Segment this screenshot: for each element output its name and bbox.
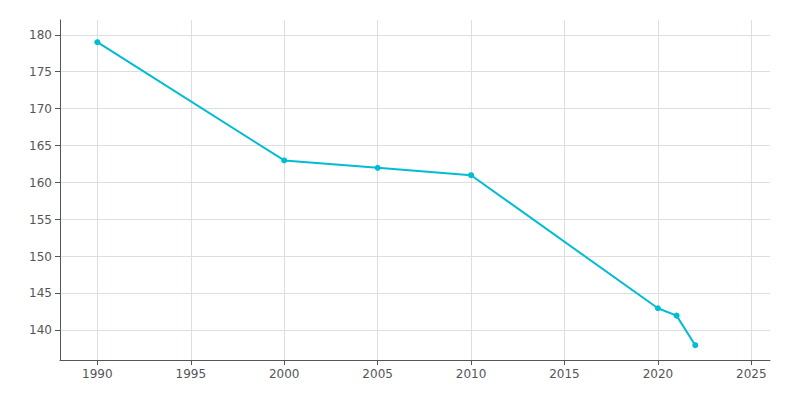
svg-text:2010: 2010: [456, 367, 487, 381]
svg-text:155: 155: [29, 213, 52, 227]
svg-text:1995: 1995: [176, 367, 207, 381]
svg-text:145: 145: [29, 286, 52, 300]
svg-text:160: 160: [29, 176, 52, 190]
svg-text:180: 180: [29, 28, 52, 42]
svg-text:1990: 1990: [82, 367, 113, 381]
svg-text:140: 140: [29, 323, 52, 337]
svg-text:2015: 2015: [549, 367, 580, 381]
svg-text:2000: 2000: [269, 367, 300, 381]
svg-text:2025: 2025: [736, 367, 767, 381]
svg-text:165: 165: [29, 139, 52, 153]
svg-text:2005: 2005: [362, 367, 393, 381]
svg-text:150: 150: [29, 250, 52, 264]
svg-text:2020: 2020: [643, 367, 674, 381]
svg-text:170: 170: [29, 102, 52, 116]
svg-text:175: 175: [29, 65, 52, 79]
